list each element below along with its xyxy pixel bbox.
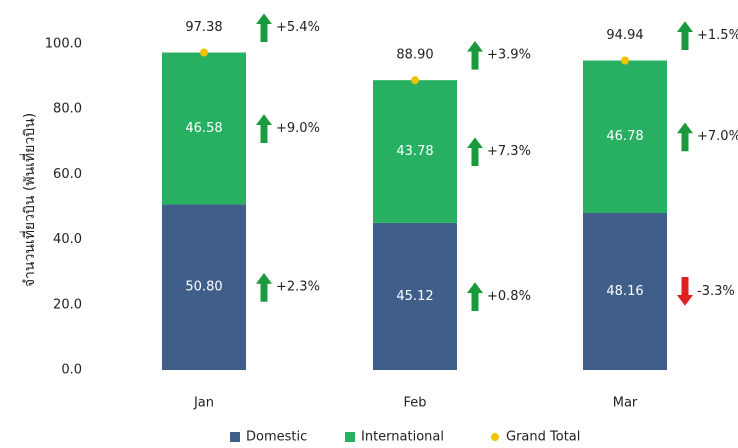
x-tick-label: Jan <box>193 396 214 411</box>
y-tick-label: 20.0 <box>53 297 82 312</box>
change-arrow <box>466 137 484 167</box>
change-label: +2.3% <box>276 280 320 295</box>
bar-value-label: 46.78 <box>606 129 643 144</box>
legend-swatch <box>345 432 355 442</box>
bar-value-label: 50.80 <box>185 280 222 295</box>
bar-value-label: 48.16 <box>606 284 643 299</box>
y-tick-label: 0.0 <box>61 363 82 378</box>
y-tick-label: 60.0 <box>53 167 82 182</box>
bar-value-label: 46.58 <box>185 121 222 136</box>
change-label: +9.0% <box>276 121 320 136</box>
total-marker <box>621 56 629 64</box>
bar-value-label: 43.78 <box>396 144 433 159</box>
legend-label: International <box>361 430 444 445</box>
y-tick-label: 80.0 <box>53 102 82 117</box>
x-tick-label: Mar <box>613 396 638 411</box>
chart: จำนวนเที่ยวบิน (พันเที่ยวบิน) 0.0 20.0 40.… <box>0 0 738 448</box>
y-axis-label: จำนวนเที่ยวบิน (พันเที่ยวบิน) <box>20 113 38 287</box>
legend-swatch <box>491 433 499 441</box>
change-label: -3.3% <box>697 284 735 299</box>
total-marker <box>200 49 208 57</box>
change-label: +3.9% <box>487 48 531 63</box>
change-label: +5.4% <box>276 20 320 35</box>
legend-label: Domestic <box>246 430 307 445</box>
legend-label: Grand Total <box>506 430 580 445</box>
change-arrow <box>466 40 484 70</box>
change-arrow <box>255 272 273 302</box>
change-arrow <box>676 276 694 306</box>
change-arrow <box>676 20 694 50</box>
y-tick-label: 100.0 <box>45 37 82 52</box>
change-arrow <box>676 122 694 152</box>
x-tick-label: Feb <box>403 396 426 411</box>
change-label: +7.0% <box>697 129 738 144</box>
legend-swatch <box>230 432 240 442</box>
y-tick-label: 40.0 <box>53 232 82 247</box>
total-label: 88.90 <box>396 48 433 63</box>
change-label: +1.5% <box>697 28 738 43</box>
total-marker <box>411 76 419 84</box>
change-arrow <box>466 281 484 311</box>
bar-value-label: 45.12 <box>396 289 433 304</box>
change-label: +7.3% <box>487 144 531 159</box>
total-label: 97.38 <box>185 20 222 35</box>
change-label: +0.8% <box>487 289 531 304</box>
change-arrow <box>255 13 273 43</box>
change-arrow <box>255 113 273 143</box>
total-label: 94.94 <box>606 28 643 43</box>
